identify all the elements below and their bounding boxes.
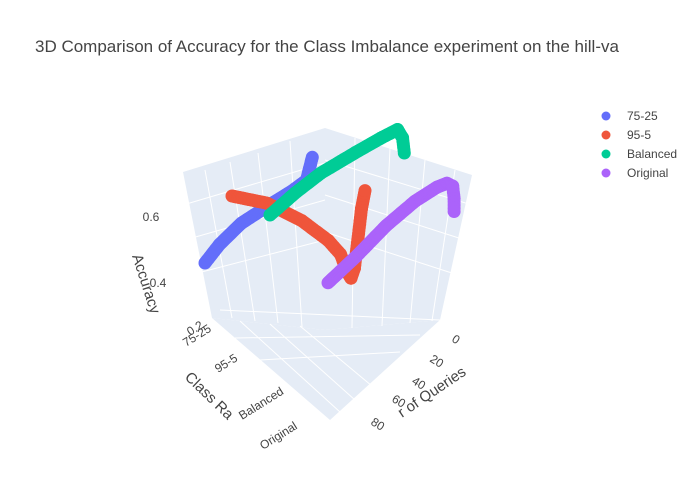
series-layer xyxy=(198,123,461,290)
chart-title: 3D Comparison of Accuracy for the Class … xyxy=(35,37,619,56)
data-point xyxy=(447,205,461,218)
scene xyxy=(182,128,473,420)
y-tick-label: Balanced xyxy=(236,384,286,422)
floor-pane xyxy=(212,318,440,420)
legend-marker xyxy=(601,111,611,121)
z-tick-label: 0.4 xyxy=(150,276,167,290)
right-wall-pane xyxy=(325,128,472,330)
x-tick-label: 20 xyxy=(427,352,446,371)
x-axis-title: r of Queries xyxy=(395,363,469,421)
legend-item[interactable]: Original xyxy=(601,166,669,180)
x-tick-label: 80 xyxy=(368,415,387,434)
y-axis-title: Class Ra xyxy=(181,369,237,424)
legend-label: 75-25 xyxy=(627,109,658,123)
legend-marker xyxy=(601,149,611,159)
data-point xyxy=(358,184,372,198)
series-balanced xyxy=(263,123,411,222)
legend-marker xyxy=(601,168,611,178)
y-tick-label: 95-5 xyxy=(212,351,240,376)
legend-label: Balanced xyxy=(627,147,677,161)
legend-label: 95-5 xyxy=(627,128,651,142)
series-original xyxy=(321,176,461,290)
y-tick-label: Original xyxy=(257,419,299,453)
legend-item[interactable]: Balanced xyxy=(601,147,678,161)
x-tick-label: 0 xyxy=(449,332,462,348)
legend-item[interactable]: 75-25 xyxy=(601,109,659,123)
z-tick-label: 0.6 xyxy=(143,210,160,224)
legend-item[interactable]: 95-5 xyxy=(601,128,652,142)
legend-label: Original xyxy=(627,166,668,180)
data-point xyxy=(305,150,319,164)
data-point xyxy=(397,146,411,160)
legend-marker xyxy=(601,130,611,140)
left-wall-pane xyxy=(183,128,325,330)
legend[interactable]: 75-25 95-5 Balanced Original xyxy=(601,109,678,180)
